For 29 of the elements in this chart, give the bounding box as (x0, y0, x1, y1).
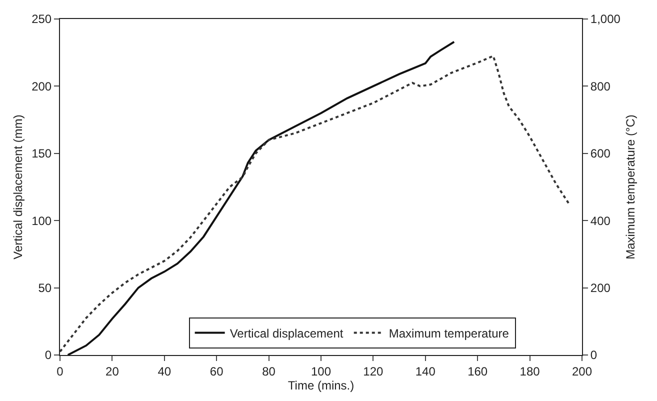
y2-tick-label: 400 (590, 214, 611, 228)
y-axis-title: Vertical displacement (mm) (10, 114, 25, 260)
x-tick-label: 140 (415, 364, 436, 378)
y2-tick-label: 600 (590, 146, 611, 161)
x-tick-label: 80 (262, 364, 276, 378)
y2-tick-label: 1,000 (590, 12, 621, 26)
y2-tick-label: 0 (590, 348, 598, 362)
x-tick-label: 160 (468, 364, 488, 378)
y-tick-label: 200 (32, 79, 52, 94)
x-tick-label: 200 (572, 364, 592, 378)
y-tick-label: 250 (32, 12, 52, 26)
x-tick-label: 180 (520, 364, 540, 378)
x-tick-label: 40 (158, 364, 172, 378)
x-tick-label: 100 (310, 364, 332, 378)
x-axis-title: Time (mins.) (288, 378, 354, 392)
y2-axis-title: Maximum temperature (°C) (624, 114, 638, 260)
x-tick-label: 20 (106, 364, 120, 378)
x-tick-label: 0 (56, 364, 64, 378)
legend-label: Maximum temperature (388, 326, 510, 340)
y-tick-label: 50 (38, 281, 52, 295)
y-tick-label: 100 (32, 214, 52, 228)
y2-tick-label: 200 (590, 281, 611, 295)
y-tick-label: 0 (44, 348, 52, 362)
y-tick-label: 150 (32, 146, 52, 161)
y2-tick-label: 800 (590, 79, 611, 94)
x-tick-label: 120 (363, 364, 384, 378)
line-series (60, 54, 570, 353)
x-tick-label: 60 (210, 364, 224, 378)
legend-label: Vertical displacement (230, 326, 344, 340)
